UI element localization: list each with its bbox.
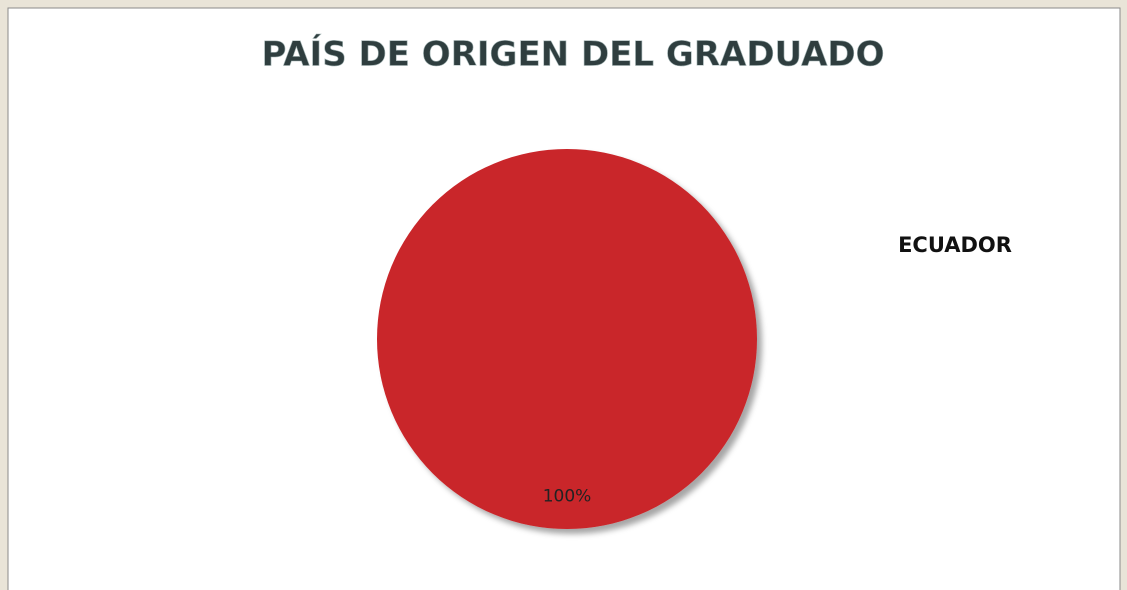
data-label: 100% — [543, 487, 592, 507]
chart-title: PAÍS DE ORIGEN DEL GRADUADO — [261, 34, 884, 75]
legend-entry: ECUADOR — [898, 233, 1012, 257]
pie-slice — [377, 149, 757, 529]
